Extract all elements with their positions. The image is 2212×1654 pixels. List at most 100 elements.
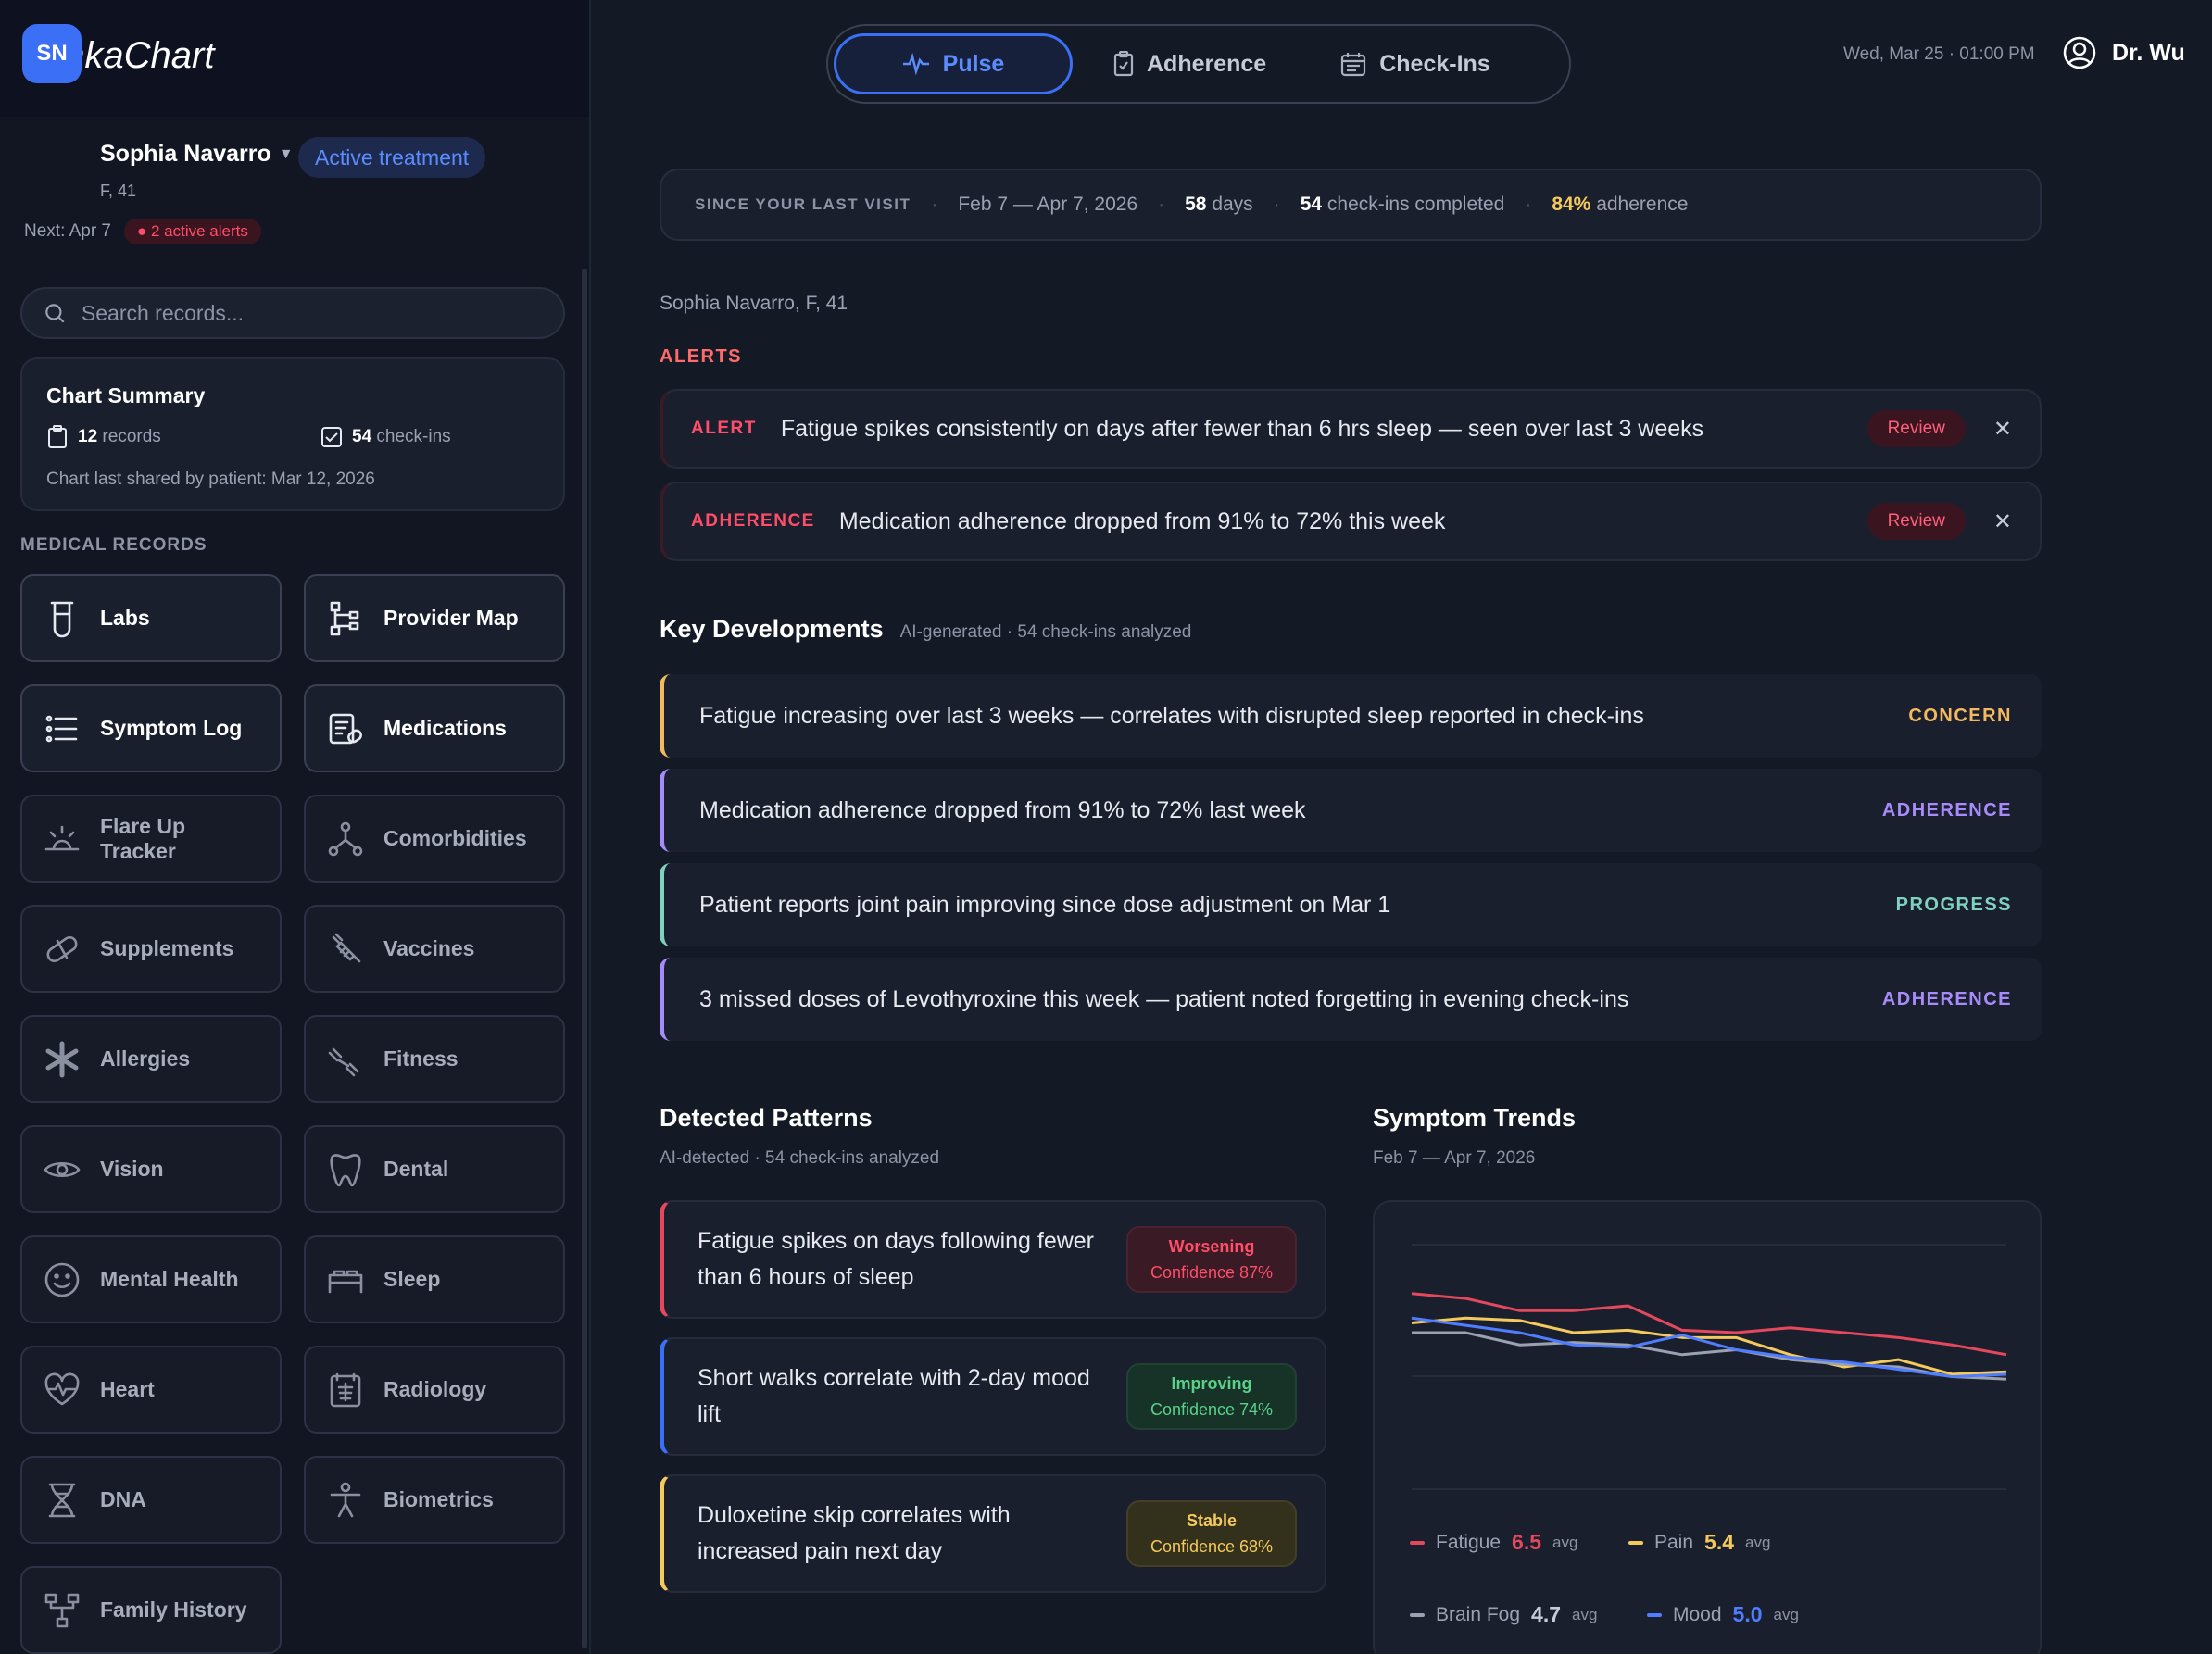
record-symptom-log-button[interactable]: Symptom Log: [20, 684, 282, 772]
next-visit-row: Next: Apr 7 ● 2 active alerts: [24, 219, 261, 244]
pattern-card[interactable]: Duloxetine skip correlates with increase…: [660, 1474, 1326, 1593]
alert-card: ADHERENCE Medication adherence dropped f…: [660, 482, 2042, 561]
key-developments-header: Key Developments AI-generated · 54 check…: [660, 615, 1191, 644]
search-icon: [45, 304, 65, 323]
symptom-trends-chart: [1411, 1244, 2007, 1490]
legend-mood: Mood 5.0 avg: [1647, 1602, 1799, 1627]
labs-icon: [43, 599, 82, 638]
medical-records-grid: Labs Provider Map Symptom Log Medications Fl…: [20, 574, 565, 1654]
syringe-icon: [326, 930, 365, 969]
user-menu[interactable]: Dr. Wu: [2062, 35, 2185, 70]
search-box[interactable]: [20, 287, 565, 339]
pattern-card[interactable]: Short walks correlate with 2-day mood li…: [660, 1337, 1326, 1456]
record-label: Mental Health: [100, 1267, 239, 1291]
key-developments-title: Key Developments: [660, 615, 884, 643]
record-label: Vision: [100, 1157, 164, 1181]
medical-records-label: MEDICAL RECORDS: [20, 535, 207, 555]
dna-icon: [43, 1481, 82, 1520]
detected-patterns-subtitle: AI-detected · 54 check-ins analyzed: [660, 1148, 940, 1168]
list-icon: [43, 709, 82, 748]
adherence-summary: 84% adherence: [1552, 194, 1689, 215]
record-label: Heart: [100, 1377, 155, 1401]
legend-swatch: [1410, 1612, 1425, 1617]
pill-icon: [43, 930, 82, 969]
patient-line: Sophia Navarro, F, 41: [660, 293, 848, 314]
tooth-icon: [326, 1150, 365, 1189]
pattern-status-badge: Stable Confidence 68%: [1126, 1500, 1297, 1567]
record-label: Dental: [383, 1157, 449, 1181]
series-line-pain: [1411, 1316, 2007, 1376]
key-development-item[interactable]: 3 missed doses of Levothyroxine this wee…: [660, 958, 2042, 1041]
legend-brain-fog: Brain Fog 4.7 avg: [1410, 1602, 1597, 1627]
record-vision-button[interactable]: Vision: [20, 1125, 282, 1213]
pattern-status-badge: Improving Confidence 74%: [1126, 1363, 1297, 1430]
record-label: Radiology: [383, 1377, 487, 1401]
record-label: Vaccines: [383, 936, 475, 960]
record-label: Symptom Log: [100, 716, 243, 740]
record-fitness-button[interactable]: Fitness: [304, 1015, 565, 1103]
pattern-card[interactable]: Fatigue spikes on days following fewer t…: [660, 1200, 1326, 1319]
records-count: 12 records: [46, 425, 265, 449]
calendar-icon: [1341, 53, 1366, 77]
record-supplements-button[interactable]: Supplements: [20, 905, 282, 993]
checkins-count: 54 check-ins: [320, 426, 539, 448]
legend-swatch: [1647, 1612, 1662, 1617]
development-tag: ADHERENCE: [1881, 799, 2012, 821]
record-label: Provider Map: [383, 606, 519, 630]
heart-icon: [43, 1371, 82, 1410]
key-developments-subtitle: AI-generated · 54 check-ins analyzed: [899, 622, 1192, 642]
close-icon[interactable]: ✕: [1992, 416, 2012, 442]
tab-adherence[interactable]: Adherence: [1080, 33, 1300, 94]
record-sleep-button[interactable]: Sleep: [304, 1235, 565, 1323]
user-circle-icon: [2063, 36, 2096, 69]
record-flare-up-tracker-button[interactable]: Flare Up Tracker: [20, 795, 282, 883]
record-comorbidities-button[interactable]: Comorbidities: [304, 795, 565, 883]
patient-avatar: SN: [22, 24, 82, 83]
active-alerts-pill[interactable]: ● 2 active alerts: [124, 219, 261, 244]
body-icon: [326, 1481, 365, 1520]
record-mental-health-button[interactable]: Mental Health: [20, 1235, 282, 1323]
record-heart-button[interactable]: Heart: [20, 1346, 282, 1434]
record-provider-map-button[interactable]: Provider Map: [304, 574, 565, 662]
clipboard-check-icon: [1113, 51, 1134, 77]
key-development-item[interactable]: Medication adherence dropped from 91% to…: [660, 769, 2042, 852]
since-last-visit-bar: SINCE YOUR LAST VISIT · Feb 7 — Apr 7, 2…: [660, 169, 2042, 241]
app-logo[interactable]: LinkaChart: [0, 0, 589, 117]
record-allergies-button[interactable]: Allergies: [20, 1015, 282, 1103]
record-family-history-button[interactable]: Family History: [20, 1566, 282, 1654]
record-medications-button[interactable]: Medications: [304, 684, 565, 772]
sidebar: LinkaChart SN Sophia Navarro ▼ Active tr…: [0, 0, 591, 1654]
record-dental-button[interactable]: Dental: [304, 1125, 565, 1213]
review-button[interactable]: Review: [1866, 410, 1966, 447]
key-development-item[interactable]: Patient reports joint pain improving sin…: [660, 863, 2042, 946]
close-icon[interactable]: ✕: [1992, 508, 2012, 534]
tab-pulse[interactable]: Pulse: [834, 33, 1073, 94]
tab-check-ins[interactable]: Check-Ins: [1307, 33, 1523, 94]
record-radiology-button[interactable]: Radiology: [304, 1346, 565, 1434]
review-button[interactable]: Review: [1866, 503, 1966, 540]
clipboard-icon: [48, 425, 67, 448]
development-tag: ADHERENCE: [1881, 988, 2012, 1009]
series-line-mood: [1411, 1316, 2007, 1379]
record-label: Allergies: [100, 1046, 191, 1071]
view-tabs: Pulse Adherence Check-Ins: [826, 24, 1571, 104]
record-label: Flare Up Tracker: [100, 813, 186, 863]
radiology-icon: [326, 1371, 365, 1410]
record-label: Fitness: [383, 1046, 459, 1071]
alerts-label: ALERTS: [660, 346, 742, 367]
record-biometrics-button[interactable]: Biometrics: [304, 1456, 565, 1544]
record-dna-button[interactable]: DNA: [20, 1456, 282, 1544]
chart-summary-title: Chart Summary: [46, 383, 206, 407]
dumbbell-icon: [326, 1040, 365, 1079]
key-development-item[interactable]: Fatigue increasing over last 3 weeks — c…: [660, 674, 2042, 758]
symptom-trends-subtitle: Feb 7 — Apr 7, 2026: [1373, 1148, 1536, 1168]
chart-shared-date: Chart last shared by patient: Mar 12, 20…: [46, 470, 375, 489]
patient-selector[interactable]: Sophia Navarro ▼: [100, 141, 294, 168]
search-input[interactable]: [81, 300, 543, 326]
record-labs-button[interactable]: Labs: [20, 574, 282, 662]
legend-swatch: [1628, 1540, 1643, 1545]
development-tag: PROGRESS: [1895, 894, 2012, 915]
record-vaccines-button[interactable]: Vaccines: [304, 905, 565, 993]
sidebar-scrollbar[interactable]: [582, 269, 587, 1648]
patient-meta: F, 41: [100, 182, 137, 200]
